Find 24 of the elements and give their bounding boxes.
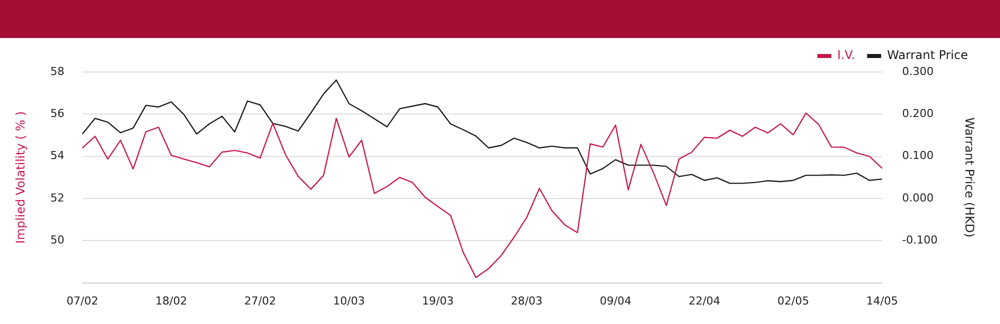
y2-tick-label: 0.200 [902,107,934,120]
x-tick-label: 02/05 [777,294,810,308]
legend-label: Warrant Price [887,48,968,62]
legend-label: I.V. [837,48,856,62]
y2-tick-label: 0.300 [902,64,934,78]
y-tick-label: 56 [50,107,64,120]
y-tick-label: 58 [50,64,64,78]
x-tick-label: 27/02 [244,294,276,308]
x-tick-label: 10/03 [333,294,365,308]
y-axis-title: Implied Volatility ( % ) [13,111,28,244]
y-tick-label: 54 [50,149,64,162]
y-tick-label: 52 [50,191,64,204]
y2-tick-label: 0.100 [902,149,934,162]
x-tick-label: 09/04 [600,294,632,308]
x-tick-label: 28/03 [510,294,543,308]
x-tick-label: 18/02 [155,294,188,308]
x-tick-label: 07/02 [66,294,98,308]
y-tick-label: 50 [50,234,64,246]
x-tick-label: 14/05 [866,294,898,308]
y2-axis-title: Warrant Price (HKD) [962,117,977,238]
x-tick-label: 22/04 [688,294,720,308]
y2-tick-label: -0.100 [902,234,938,246]
x-tick-label: 19/03 [422,294,454,308]
y2-tick-label: 0.000 [902,191,934,204]
